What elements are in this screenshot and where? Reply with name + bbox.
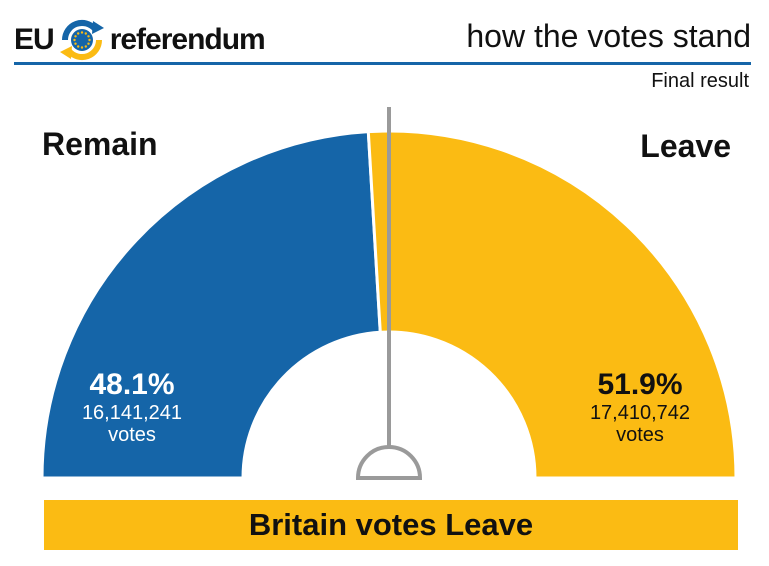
- slice-leave: [366, 129, 738, 480]
- page-title: how the votes stand: [466, 18, 751, 54]
- eu-stars-icon: [59, 19, 104, 61]
- needle-base: [355, 445, 423, 480]
- header-divider: [14, 62, 751, 65]
- remain-percent: 48.1%: [89, 368, 175, 401]
- logo-referendum-text: referendum: [109, 23, 266, 56]
- slice-remain: [40, 130, 382, 480]
- result-banner: Britain votes Leave: [44, 500, 738, 550]
- result-status: Final result: [651, 70, 749, 92]
- leave-stat: 51.9% 17,410,742 votes: [570, 368, 710, 446]
- eu-referendum-logo: EU referendum: [14, 16, 266, 64]
- leave-percent: 51.9%: [597, 368, 683, 401]
- remain-votes-unit: votes: [108, 424, 156, 446]
- remain-label: Remain: [42, 126, 158, 162]
- leave-label: Leave: [640, 128, 731, 164]
- leave-votes-count: 17,410,742: [589, 402, 691, 424]
- remain-stat: 48.1% 16,141,241 votes: [62, 368, 202, 446]
- logo-eu-text: EU: [14, 23, 55, 56]
- leave-votes-unit: votes: [616, 424, 664, 446]
- remain-votes-count: 16,141,241: [81, 402, 183, 424]
